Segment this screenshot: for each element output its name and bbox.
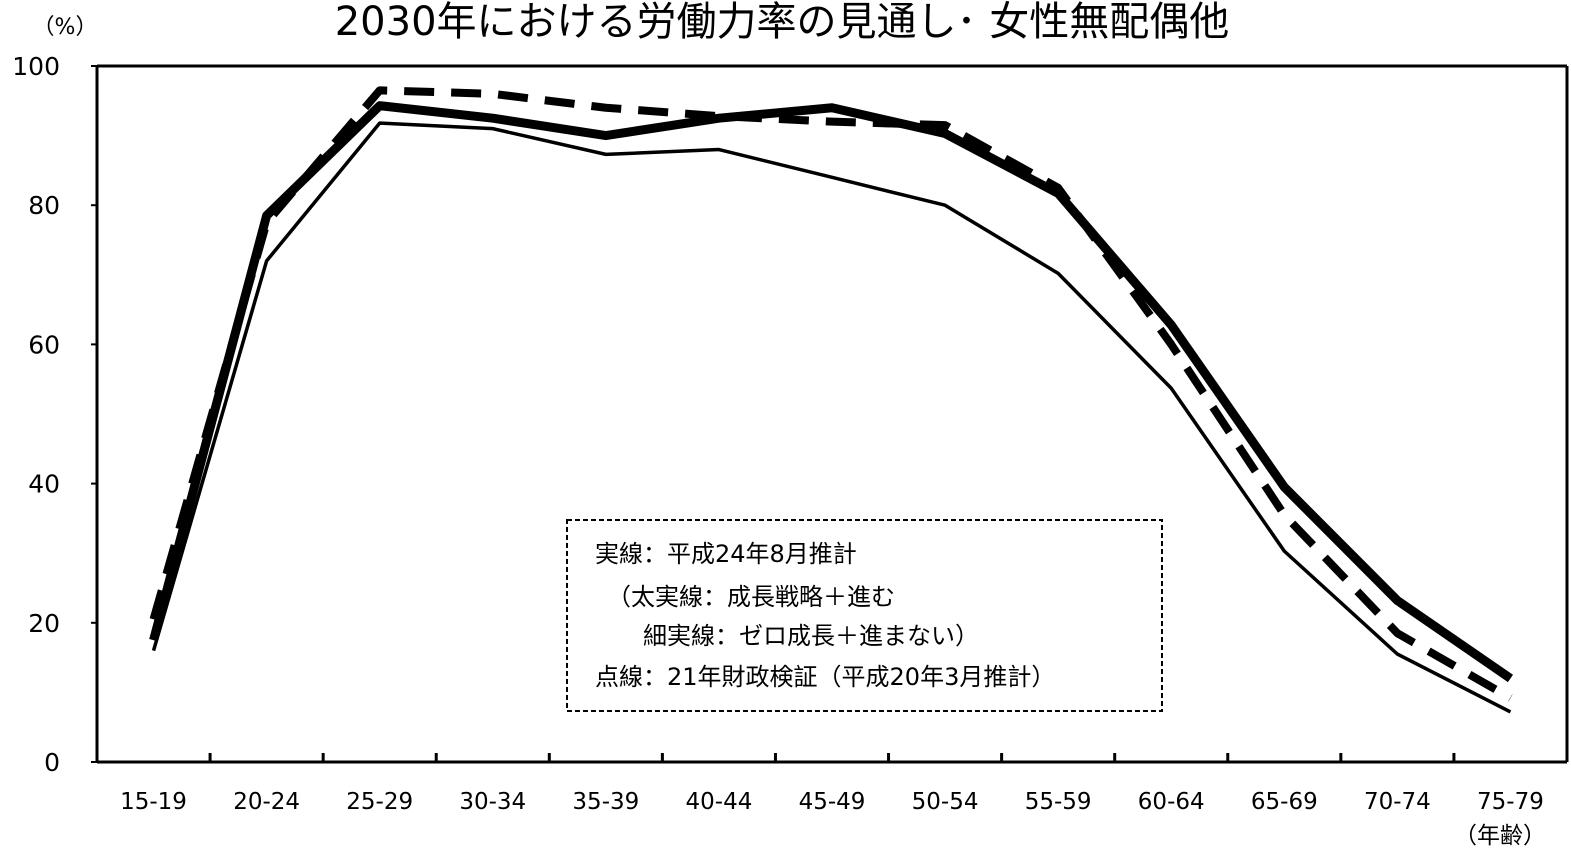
x-tick-label: 70-74 (1364, 789, 1431, 815)
y-axis-unit-label: （%） (33, 15, 98, 40)
y-tick-label: 100 (12, 52, 60, 81)
y-tick-label: 0 (44, 748, 60, 777)
legend-line-1: 実線：平成24年8月推計 (595, 540, 857, 568)
x-tick-label: 55-59 (1025, 789, 1092, 815)
legend-box (566, 519, 1163, 712)
x-tick-label: 45-49 (799, 789, 866, 815)
x-tick-label: 20-24 (233, 789, 300, 815)
x-tick-label: 50-54 (912, 789, 979, 815)
axes: 0 20 40 60 80 100 15-19 20-24 25-29 30-34 35-39 40-… (12, 52, 1569, 815)
x-tick-label: 65-69 (1251, 789, 1318, 815)
x-axis-unit-label: （年齢） (1454, 823, 1546, 849)
series-line-dashed (149, 86, 1513, 702)
x-tick-label: 40-44 (686, 789, 753, 815)
legend: 実線：平成24年8月推計 （太実線：成長戦略＋進む 細実線：ゼロ成長＋進まない）… (566, 519, 1163, 712)
series-lines (149, 86, 1514, 714)
y-tick-label: 20 (28, 609, 60, 638)
chart-title: 2030年における労働力率の見通し･ 女性無配偶他 (335, 0, 1230, 45)
legend-line-4: 点線：21年財政検証（平成20年3月推計） (595, 663, 1055, 691)
y-tick-label: 40 (28, 470, 60, 499)
y-tick-label: 60 (28, 330, 60, 359)
legend-line-2: （太実線：成長戦略＋進む (595, 583, 895, 611)
x-tick-label: 15-19 (120, 789, 187, 815)
legend-line-3: 細実線：ゼロ成長＋進まない） (595, 622, 979, 650)
series-line-thin-solid (151, 121, 1512, 714)
y-tick-label: 80 (28, 191, 60, 220)
x-tick-label: 75-79 (1477, 789, 1544, 815)
x-tick-label: 30-34 (459, 789, 526, 815)
series-line-thick-solid (149, 101, 1514, 683)
x-tick-label: 35-39 (572, 789, 639, 815)
x-tick-label: 25-29 (346, 789, 413, 815)
x-tick-label: 60-64 (1138, 789, 1205, 815)
